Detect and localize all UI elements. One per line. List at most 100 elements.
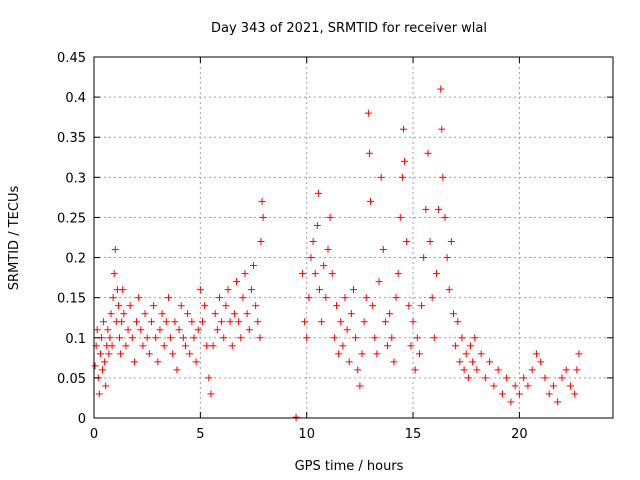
data-point	[126, 302, 134, 310]
data-point	[341, 294, 349, 302]
data-point	[122, 342, 130, 350]
y-tick-label: 0.1	[65, 332, 86, 347]
data-point	[503, 374, 511, 382]
data-point	[360, 318, 368, 326]
data-point	[181, 342, 189, 350]
data-point	[130, 358, 138, 366]
data-point	[158, 310, 166, 318]
data-point	[303, 334, 311, 342]
data-point	[258, 197, 266, 205]
data-point	[150, 302, 158, 310]
data-point	[403, 238, 411, 246]
x-axis-label: GPS time / hours	[295, 459, 404, 474]
data-point	[328, 270, 336, 278]
data-point	[143, 334, 151, 342]
data-point	[100, 318, 108, 326]
data-point	[358, 350, 366, 358]
data-point	[398, 173, 406, 181]
data-point	[309, 238, 317, 246]
data-point	[439, 173, 447, 181]
data-point	[549, 382, 557, 390]
data-point	[447, 238, 455, 246]
data-point	[141, 310, 149, 318]
data-point	[213, 326, 221, 334]
data-point	[430, 334, 438, 342]
x-tick-label: 0	[90, 427, 98, 442]
data-point	[152, 334, 160, 342]
data-point	[128, 334, 136, 342]
data-point	[369, 302, 377, 310]
data-point	[250, 262, 258, 270]
data-point	[110, 270, 118, 278]
data-point	[135, 294, 143, 302]
y-tick-label: 0.05	[57, 372, 86, 387]
data-point	[164, 294, 172, 302]
data-point	[252, 302, 260, 310]
data-point	[239, 294, 247, 302]
data-point	[230, 310, 238, 318]
data-point	[169, 350, 177, 358]
data-point	[203, 342, 211, 350]
data-point	[345, 358, 353, 366]
data-point	[314, 189, 322, 197]
data-point	[324, 246, 332, 254]
data-point	[452, 342, 460, 350]
data-point	[224, 286, 232, 294]
data-point	[247, 286, 255, 294]
data-point	[320, 262, 328, 270]
x-tick-label: 20	[511, 427, 528, 442]
data-point	[445, 286, 453, 294]
data-point	[458, 334, 466, 342]
data-point	[124, 326, 132, 334]
data-point	[154, 358, 162, 366]
data-point	[245, 326, 253, 334]
data-point	[91, 362, 99, 370]
data-point	[339, 342, 347, 350]
data-point	[186, 350, 194, 358]
data-point	[384, 342, 392, 350]
data-point	[428, 294, 436, 302]
data-point	[432, 270, 440, 278]
data-point	[541, 374, 549, 382]
axis-tick-labels: 0 5 10 15 20 0 0.05 0.1 0.15 0.2 0.25 0.3 0.35 0.4 0.4…	[57, 51, 528, 442]
x-tick-label: 15	[405, 427, 422, 442]
data-point	[486, 358, 494, 366]
data-point	[407, 342, 415, 350]
data-point	[437, 85, 445, 93]
data-point	[379, 246, 387, 254]
data-point	[198, 318, 206, 326]
data-point	[99, 366, 107, 374]
data-point	[524, 382, 532, 390]
y-tick-label: 0.25	[57, 211, 86, 226]
data-point	[226, 318, 234, 326]
data-point	[305, 294, 313, 302]
data-point	[426, 238, 434, 246]
data-point	[318, 318, 326, 326]
data-point	[228, 342, 236, 350]
data-point	[205, 374, 213, 382]
data-point	[435, 205, 443, 213]
data-point	[326, 213, 334, 221]
data-point	[481, 374, 489, 382]
grid-lines	[94, 57, 613, 418]
data-point	[337, 318, 345, 326]
data-point	[301, 318, 309, 326]
data-point	[371, 334, 379, 342]
data-point	[256, 334, 264, 342]
data-point	[179, 334, 187, 342]
data-point	[209, 342, 217, 350]
data-point	[201, 302, 209, 310]
data-point	[375, 278, 383, 286]
data-point	[347, 310, 355, 318]
data-point	[471, 334, 479, 342]
data-point	[381, 318, 389, 326]
y-tick-label: 0	[78, 412, 86, 427]
data-point	[298, 270, 306, 278]
data-point	[93, 326, 101, 334]
data-point	[507, 398, 515, 406]
data-point	[558, 374, 566, 382]
y-axis-label: SRMTID / TECUs	[7, 186, 22, 291]
data-point	[235, 318, 243, 326]
data-point	[411, 366, 419, 374]
